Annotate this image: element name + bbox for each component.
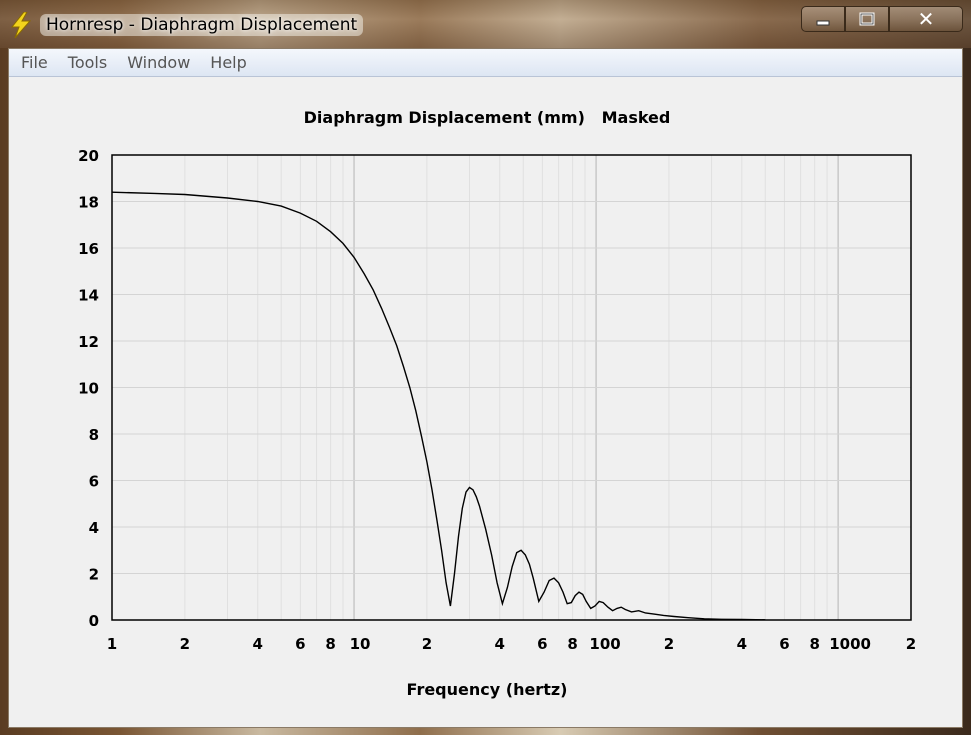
y-tick-label: 18 <box>78 194 99 212</box>
x-tick-label: 8 <box>325 635 335 653</box>
y-tick-label: 10 <box>78 380 99 398</box>
menu-tools[interactable]: Tools <box>67 53 108 72</box>
menu-window[interactable]: Window <box>127 53 191 72</box>
x-tick-label: 6 <box>779 635 789 653</box>
chart-title: Diaphragm Displacement (mm) Masked <box>304 108 671 127</box>
x-tick-label: 2 <box>906 635 916 653</box>
x-axis-ticks: 1 2 4 6 8 10 2 4 6 8 100 2 4 6 8 1000 2 <box>107 635 916 653</box>
close-icon: ✕ <box>917 7 935 31</box>
x-tick-label: 100 <box>589 635 620 653</box>
x-tick-label: 1000 <box>829 635 871 653</box>
plot-frame <box>111 154 912 621</box>
displacement-chart: Diaphragm Displacement (mm) Masked 0 2 4 6 8… <box>78 108 916 699</box>
title-bar[interactable]: Hornresp - Diaphragm Displacement ✕ <box>0 0 971 48</box>
minimize-button[interactable] <box>801 6 845 32</box>
maximize-icon <box>859 12 875 26</box>
caption-buttons: ✕ <box>801 6 963 32</box>
lightning-bolt-icon <box>10 12 32 38</box>
chart-grid <box>112 155 911 620</box>
x-axis-label: Frequency (hertz) <box>407 680 568 699</box>
x-tick-label: 1 <box>107 635 117 653</box>
client-area: File Tools Window Help Diaphragm Displac… <box>8 48 963 728</box>
minimize-icon <box>816 20 830 26</box>
x-tick-label: 4 <box>253 635 263 653</box>
y-tick-label: 4 <box>89 519 99 537</box>
menu-bar: File Tools Window Help <box>9 49 962 77</box>
displacement-curve <box>111 191 766 621</box>
x-tick-label: 2 <box>180 635 190 653</box>
window-title: Hornresp - Diaphragm Displacement <box>40 14 364 36</box>
x-tick-label: 4 <box>737 635 747 653</box>
x-tick-label: 2 <box>422 635 432 653</box>
y-tick-label: 20 <box>78 147 99 165</box>
y-tick-label: 16 <box>78 240 99 258</box>
x-tick-label: 4 <box>495 635 505 653</box>
x-tick-label: 2 <box>664 635 674 653</box>
y-axis-ticks: 0 2 4 6 8 10 12 14 16 18 20 <box>78 147 99 630</box>
x-tick-label: 8 <box>567 635 577 653</box>
y-tick-label: 0 <box>89 612 99 630</box>
y-tick-label: 14 <box>78 287 99 305</box>
x-tick-label: 8 <box>809 635 819 653</box>
y-tick-label: 6 <box>89 473 99 491</box>
y-tick-label: 2 <box>89 566 99 584</box>
x-tick-label: 10 <box>350 635 371 653</box>
close-button[interactable]: ✕ <box>889 6 963 32</box>
x-tick-label: 6 <box>537 635 547 653</box>
y-tick-label: 12 <box>78 333 99 351</box>
menu-help[interactable]: Help <box>210 53 247 72</box>
menu-file[interactable]: File <box>21 53 48 72</box>
maximize-button[interactable] <box>845 6 889 32</box>
y-tick-label: 8 <box>89 426 99 444</box>
x-tick-label: 6 <box>295 635 305 653</box>
